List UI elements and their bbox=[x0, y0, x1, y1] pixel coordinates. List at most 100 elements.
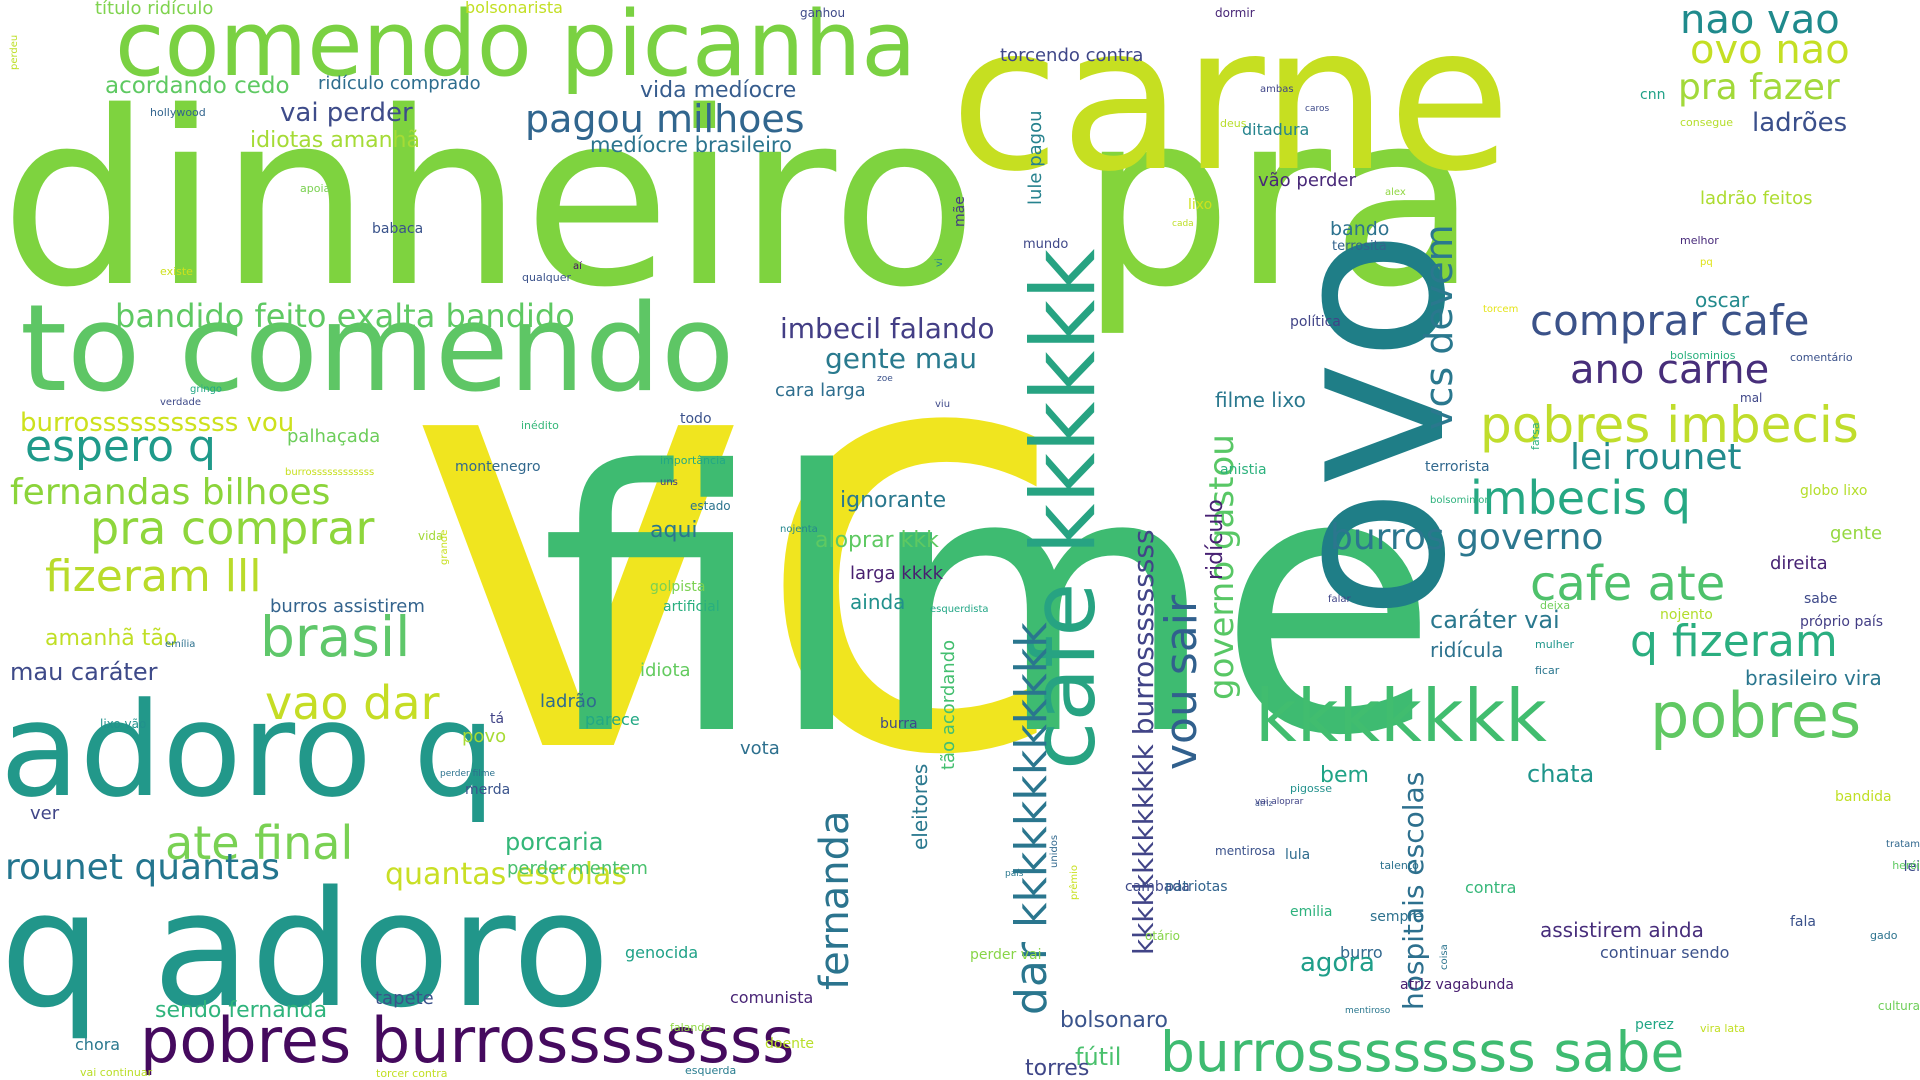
cloud-word: perder filme bbox=[440, 769, 496, 779]
cloud-word: hospitais escolas bbox=[1397, 771, 1430, 1010]
cloud-word: mulher bbox=[1535, 638, 1575, 651]
cloud-word: ate final bbox=[165, 816, 354, 870]
cloud-word: eleitores bbox=[908, 763, 932, 850]
cloud-word: gado bbox=[1870, 929, 1898, 942]
cloud-word: vc bbox=[405, 202, 1073, 883]
cloud-word: mentirosa bbox=[1215, 844, 1276, 858]
cloud-word: ainda bbox=[850, 590, 906, 614]
cloud-word: estado bbox=[690, 499, 731, 513]
cloud-word: comunista bbox=[730, 988, 814, 1007]
cloud-word: perez bbox=[1635, 1017, 1674, 1033]
cloud-word: ridículo bbox=[1203, 499, 1228, 580]
cloud-word: bolsominios bbox=[1670, 349, 1736, 362]
cloud-word: lixo bbox=[1188, 197, 1213, 213]
cloud-word: tratam bbox=[1886, 839, 1920, 850]
cloud-word: talento bbox=[1380, 859, 1419, 872]
cloud-word: cambada bbox=[1125, 879, 1190, 895]
cloud-word: pobres imbecis bbox=[1480, 396, 1859, 454]
cloud-word: torcendo contra bbox=[1000, 45, 1144, 66]
cloud-word: espero q bbox=[25, 421, 216, 472]
cloud-word: grande bbox=[439, 529, 450, 565]
cloud-word: atriz vagabunda bbox=[1400, 977, 1514, 993]
cloud-word: larga kkkk bbox=[850, 563, 943, 584]
cloud-word: caráter vai bbox=[1430, 606, 1560, 634]
cloud-word: sendo fernanda bbox=[155, 998, 328, 1023]
cloud-word: vcs devem bbox=[1417, 224, 1461, 430]
cloud-word: burrossssssssssss bbox=[285, 467, 375, 478]
cloud-word: emília bbox=[165, 639, 196, 650]
cloud-word: genocida bbox=[625, 943, 699, 962]
cloud-word: quantas escolas bbox=[385, 857, 628, 892]
cloud-word: pra bbox=[1080, 60, 1479, 340]
cloud-word: continuar sendo bbox=[1600, 943, 1730, 962]
cloud-word: vai aloprar bbox=[1255, 797, 1304, 807]
cloud-word: mentiroso bbox=[1345, 1006, 1391, 1016]
cloud-word: kkkkkkk bbox=[1255, 674, 1547, 758]
cloud-word: otário bbox=[1145, 929, 1181, 943]
cloud-word: prêmio bbox=[1069, 864, 1080, 900]
cloud-word: falando bbox=[670, 1021, 712, 1034]
cloud-word: inédito bbox=[521, 419, 559, 432]
cloud-word: comprar cafe bbox=[1530, 296, 1810, 345]
cloud-word: acordando cedo bbox=[105, 73, 290, 99]
cloud-word: fala bbox=[1790, 914, 1816, 930]
cloud-word: vira lata bbox=[1700, 1022, 1746, 1035]
cloud-word: ganhou bbox=[800, 6, 846, 20]
cloud-word: anistia bbox=[1220, 462, 1267, 478]
cloud-word: povo bbox=[462, 726, 507, 747]
cloud-word: fútil bbox=[1075, 1043, 1122, 1071]
cloud-word: vida medíocre bbox=[640, 78, 797, 103]
cloud-word: q adoro bbox=[0, 856, 611, 1043]
cloud-word: bolsominion bbox=[1430, 495, 1491, 506]
cloud-word: uns bbox=[660, 477, 678, 488]
cloud-word: montenegro bbox=[455, 459, 541, 475]
cloud-word: fernandas bilhoes bbox=[10, 472, 331, 513]
cloud-word: ridícula bbox=[1430, 638, 1504, 662]
cloud-word: artificial bbox=[663, 599, 720, 615]
cloud-word: agora bbox=[1300, 948, 1375, 978]
cloud-word: torcem bbox=[1483, 304, 1519, 315]
cloud-word: pra fazer bbox=[1678, 67, 1840, 108]
cloud-word: rounet quantas bbox=[5, 847, 280, 888]
cloud-word: gente bbox=[1830, 523, 1883, 544]
cloud-word: dinheiro bbox=[0, 60, 978, 340]
cloud-word: existe bbox=[160, 265, 193, 278]
cloud-word: burro bbox=[1340, 943, 1383, 962]
cloud-word: perder vai bbox=[970, 947, 1042, 963]
cloud-word: burrosssssssssss vou bbox=[20, 408, 295, 438]
cloud-word: ditadura bbox=[1242, 120, 1310, 139]
cloud-word: vai continuar bbox=[80, 1066, 153, 1079]
cloud-word: nojenta bbox=[780, 524, 818, 535]
cloud-word: patriotas bbox=[1165, 879, 1228, 895]
cloud-word: cafe ate bbox=[1530, 556, 1726, 612]
cloud-word: burros governo bbox=[1330, 517, 1604, 558]
cloud-word: mau caráter bbox=[10, 658, 158, 686]
cloud-word: ano carne bbox=[1570, 347, 1770, 393]
cloud-word: to comendo bbox=[20, 280, 735, 419]
cloud-word: coisa bbox=[1439, 944, 1450, 970]
cloud-word: terrorista bbox=[1425, 459, 1490, 475]
cloud-word: burrossssssss sabe bbox=[1160, 1020, 1685, 1080]
cloud-word: bando bbox=[1330, 218, 1390, 240]
cloud-word: direita bbox=[1770, 553, 1828, 574]
cloud-word: globo lixo bbox=[1800, 483, 1868, 499]
cloud-word: ambas bbox=[1260, 84, 1294, 95]
cloud-word: consegue bbox=[1680, 116, 1733, 129]
cloud-word: lule pagou bbox=[1025, 110, 1046, 205]
cloud-word: doente bbox=[765, 1036, 815, 1052]
cloud-word: nao vao bbox=[1680, 0, 1840, 43]
cloud-word: lei bbox=[1903, 859, 1920, 875]
cloud-word: medíocre brasileiro bbox=[590, 133, 792, 157]
cloud-word: lei rounet bbox=[1570, 437, 1742, 478]
cloud-word: comendo picanha bbox=[115, 0, 917, 97]
cloud-word: assistirem ainda bbox=[1540, 918, 1704, 942]
cloud-word: q fizeram bbox=[1630, 616, 1838, 667]
cloud-word: ovo nao bbox=[1690, 27, 1850, 73]
cloud-word: bolsonaro bbox=[1060, 1008, 1168, 1033]
cloud-word: comentário bbox=[1790, 351, 1853, 364]
cloud-word: esquerdista bbox=[930, 604, 989, 615]
cloud-word: imbecis q bbox=[1470, 471, 1691, 525]
cloud-word: merda bbox=[465, 782, 511, 798]
cloud-word: filme lixo bbox=[1215, 388, 1306, 412]
cloud-word: tá bbox=[490, 711, 505, 727]
